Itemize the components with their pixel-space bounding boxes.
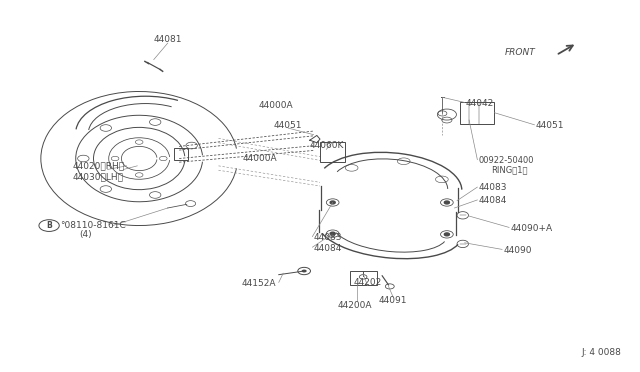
Circle shape: [444, 201, 449, 204]
Circle shape: [330, 201, 335, 204]
Text: 44030〈LH〉: 44030〈LH〉: [72, 172, 124, 181]
Text: 44000A: 44000A: [259, 101, 293, 110]
Text: FRONT: FRONT: [505, 48, 536, 57]
Text: 44042: 44042: [466, 99, 494, 108]
Text: 44084: 44084: [479, 196, 507, 205]
Text: 44020〈RH〉: 44020〈RH〉: [72, 161, 125, 170]
Text: J: 4 0088: J: 4 0088: [582, 348, 621, 357]
Text: 44000A: 44000A: [243, 154, 277, 163]
Circle shape: [301, 270, 307, 272]
Text: 44084: 44084: [314, 244, 342, 253]
Text: (4): (4): [79, 230, 92, 239]
Text: 44091: 44091: [379, 296, 407, 305]
Text: RINGえ1〉: RINGえ1〉: [492, 166, 528, 175]
Text: 44051: 44051: [274, 121, 303, 130]
Text: 44200A: 44200A: [338, 301, 372, 310]
Text: °08110-8161C: °08110-8161C: [60, 221, 125, 230]
Text: B: B: [46, 221, 52, 230]
Text: 44081: 44081: [154, 35, 182, 44]
Text: 44090+A: 44090+A: [510, 224, 552, 232]
Circle shape: [330, 232, 335, 235]
Text: 44083: 44083: [479, 183, 507, 192]
Circle shape: [444, 233, 449, 236]
Text: 44152A: 44152A: [241, 279, 276, 288]
Text: 44202: 44202: [353, 278, 381, 286]
Text: 00922-50400: 00922-50400: [479, 156, 534, 165]
Text: 44083: 44083: [314, 233, 342, 242]
Text: 44060K: 44060K: [309, 141, 344, 150]
Text: 44090: 44090: [504, 246, 532, 254]
Text: 44051: 44051: [536, 121, 564, 130]
